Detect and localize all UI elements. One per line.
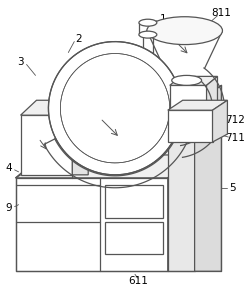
Text: 4: 4 [5, 163, 12, 173]
Polygon shape [212, 100, 228, 142]
Ellipse shape [139, 31, 157, 38]
Text: 2: 2 [75, 34, 82, 44]
Polygon shape [16, 178, 168, 271]
Ellipse shape [147, 17, 222, 45]
Polygon shape [170, 76, 218, 85]
Text: 611: 611 [128, 276, 148, 286]
Polygon shape [206, 76, 218, 108]
Polygon shape [168, 110, 212, 142]
Text: 5: 5 [229, 183, 236, 193]
Polygon shape [168, 155, 194, 271]
Polygon shape [168, 103, 194, 271]
Polygon shape [72, 100, 88, 175]
Polygon shape [16, 155, 194, 178]
Polygon shape [48, 42, 182, 175]
Text: 711: 711 [226, 133, 245, 143]
Text: 3: 3 [17, 57, 24, 67]
Polygon shape [20, 100, 88, 115]
Polygon shape [20, 115, 72, 175]
Polygon shape [194, 85, 222, 271]
Polygon shape [170, 85, 206, 108]
Ellipse shape [139, 19, 157, 26]
Text: 712: 712 [226, 115, 245, 125]
Polygon shape [105, 185, 163, 218]
Text: 1: 1 [160, 14, 166, 24]
Ellipse shape [172, 75, 202, 85]
Polygon shape [105, 222, 163, 254]
Text: 9: 9 [5, 203, 12, 213]
Text: 811: 811 [212, 8, 232, 18]
Polygon shape [168, 100, 228, 110]
